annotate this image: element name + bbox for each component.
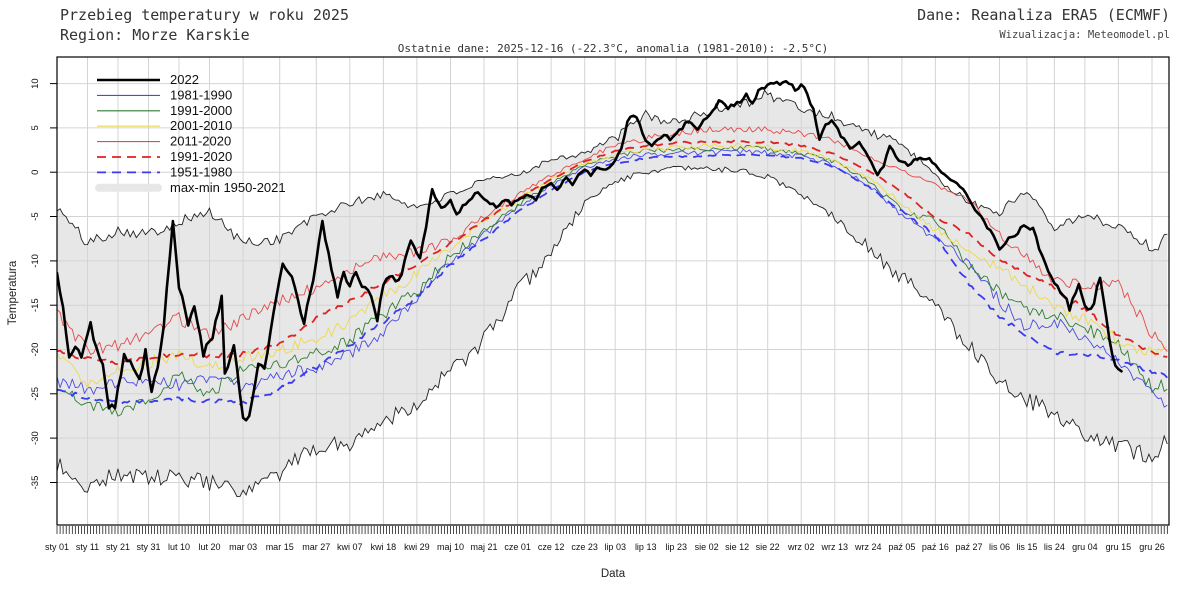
series-1991-2000: [57, 145, 1168, 417]
y-tick-label: -30: [30, 431, 41, 445]
series-layer: [57, 79, 1168, 422]
chart-subtitle: Region: Morze Karskie: [60, 26, 250, 44]
x-tick-label: kwi 18: [371, 542, 397, 552]
legend-label: 2001-2010: [170, 118, 232, 133]
x-tick-label: lip 03: [604, 542, 626, 552]
x-tick-label: lis 15: [1016, 542, 1037, 552]
band-area: [57, 90, 1168, 497]
x-tick-label: wrz 24: [854, 542, 882, 552]
x-tick-label: paź 05: [888, 542, 915, 552]
x-tick-label: wrz 02: [787, 542, 815, 552]
y-axis-title: Temperatura: [7, 260, 19, 326]
x-tick-label: mar 15: [266, 542, 294, 552]
x-tick-label: lut 20: [198, 542, 220, 552]
x-tick-label: cze 23: [571, 542, 598, 552]
x-tick-label: maj 10: [437, 542, 464, 552]
legend-label: 1951-1980: [170, 164, 232, 179]
x-tick-label: lis 24: [1044, 542, 1065, 552]
x-tick-label: paź 16: [922, 542, 949, 552]
band-upper-line: [57, 89, 1168, 252]
x-tick-label: gru 15: [1106, 542, 1132, 552]
chart-title: Przebieg temperatury w roku 2025: [60, 6, 349, 24]
y-tick-label: 10: [30, 78, 41, 89]
legend: 20221981-19901991-20002001-20102011-2020…: [95, 72, 286, 195]
legend-band-swatch: [95, 183, 162, 192]
y-tick-label: 0: [30, 170, 41, 175]
series-2001-2010: [57, 142, 1168, 389]
x-tick-label: kwi 07: [337, 542, 363, 552]
band-lower-line: [57, 165, 1168, 498]
x-tick-label: cze 01: [504, 542, 531, 552]
x-tick-label: sty 11: [76, 542, 99, 552]
latest-data-annotation: Ostatnie dane: 2025-12-16 (-22.3°C, anom…: [397, 42, 829, 55]
legend-label: 2011-2020: [170, 134, 231, 149]
x-tick-label: sty 21: [106, 542, 130, 552]
y-tick-label: -20: [30, 343, 41, 357]
x-tick-labels: sty 01 sty 11 sty 21 sty 31 lut 10 lut 20 mar …: [45, 542, 1165, 552]
x-tick-label: wrz 13: [821, 542, 849, 552]
x-tick-label: sie 12: [725, 542, 749, 552]
series-current-year: [57, 79, 1123, 422]
x-tick-label: sie 22: [756, 542, 780, 552]
x-tick-label: cze 12: [538, 542, 565, 552]
x-tick-label: maj 21: [470, 542, 497, 552]
x-tick-label: sie 02: [695, 542, 719, 552]
x-tick-label: gru 26: [1139, 542, 1165, 552]
y-tick-label: -10: [30, 254, 41, 268]
series-1991-2020: [57, 139, 1168, 366]
y-tick-labels: 10 5 0 -5 -10 -15 -20 -25 -30 -35: [30, 78, 41, 489]
series-1981-1990: [57, 148, 1168, 408]
axis-ticks: [50, 83, 1168, 534]
y-tick-label: -25: [30, 387, 41, 401]
y-tick-label: -15: [30, 298, 41, 312]
x-tick-label: lut 10: [168, 542, 190, 552]
x-tick-label: paź 27: [955, 542, 982, 552]
data-source-label: Dane: Reanaliza ERA5 (ECMWF): [917, 6, 1170, 24]
y-tick-label: 5: [30, 125, 41, 130]
x-tick-label: gru 04: [1072, 542, 1098, 552]
band-max-min: [57, 90, 1168, 497]
x-tick-label: mar 27: [302, 542, 330, 552]
plot-border: [56, 56, 1170, 526]
y-tick-label: -5: [30, 212, 41, 220]
attribution-label: Wizualizacja: Meteomodel.pl: [999, 29, 1170, 41]
band-outlines: [57, 89, 1168, 498]
x-tick-label: kwi 29: [404, 542, 430, 552]
legend-label: 1991-2000: [170, 103, 232, 118]
x-tick-label: mar 03: [229, 542, 257, 552]
legend-label: 1991-2020: [170, 149, 232, 164]
x-tick-label: sty 31: [136, 542, 160, 552]
x-tick-label: sty 01: [45, 542, 69, 552]
x-axis-title: Data: [600, 568, 626, 580]
y-tick-label: -35: [30, 476, 41, 490]
legend-label: 2022: [170, 72, 199, 87]
x-tick-label: lip 23: [665, 542, 687, 552]
x-tick-label: lip 13: [635, 542, 657, 552]
legend-label: max-min 1950-2021: [170, 180, 286, 195]
x-tick-label: lis 06: [989, 542, 1010, 552]
legend-label: 1981-1990: [170, 87, 232, 102]
